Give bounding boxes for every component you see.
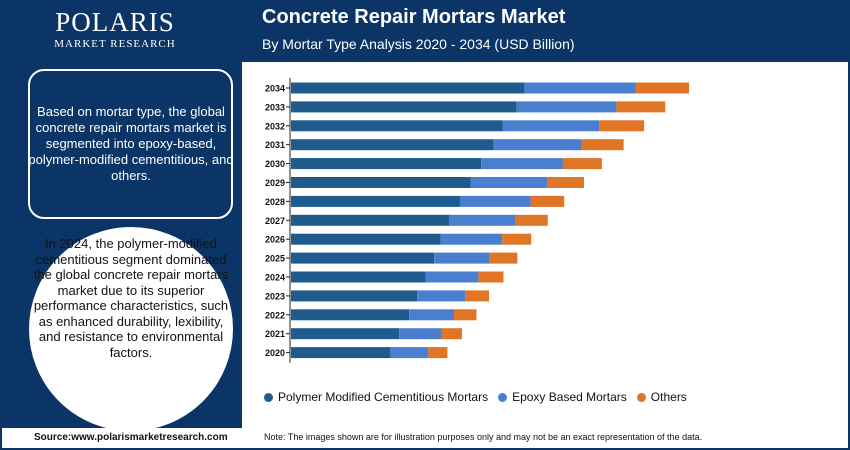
y-tick-label: 2022 — [265, 310, 285, 320]
bar-segment — [291, 309, 410, 321]
bar-segment — [524, 82, 636, 94]
bar-segment — [428, 347, 448, 359]
bar-segment — [291, 101, 517, 113]
legend-item: Epoxy Based Mortars — [498, 390, 627, 404]
bar-segment — [599, 120, 645, 132]
bar-segment — [481, 158, 563, 170]
bar-segment — [478, 271, 504, 283]
y-tick-label: 2027 — [265, 216, 285, 226]
y-tick-label: 2026 — [265, 235, 285, 245]
y-tick-label: 2020 — [265, 348, 285, 358]
y-tick-label: 2030 — [265, 159, 285, 169]
y-tick-label: 2024 — [265, 273, 285, 283]
bar-segment — [515, 214, 548, 226]
bar-segment — [291, 177, 471, 188]
bar-segment — [635, 82, 689, 94]
segment-info-box — [28, 69, 233, 219]
bar-segment — [291, 233, 441, 245]
logo: POLARIS MARKET RESEARCH — [20, 8, 210, 54]
bar-segment — [493, 139, 582, 151]
insight-circle — [25, 223, 237, 435]
bar-segment — [502, 120, 600, 132]
bar-segment — [562, 158, 602, 170]
header-bar — [2, 2, 848, 62]
bar-segment — [291, 82, 525, 94]
bar-segment — [390, 347, 429, 359]
bar-segment — [454, 309, 477, 321]
bar-segment — [291, 195, 460, 207]
legend-swatch — [636, 392, 646, 402]
legend-swatch — [498, 392, 508, 402]
chart-legend: Polymer Modified Cementitious Mortars Epo… — [264, 390, 697, 404]
bar-segment — [434, 252, 490, 264]
logo-main-text: POLARIS — [55, 7, 175, 37]
bar-segment — [291, 139, 494, 151]
source-text: Source:www.polarismarketresearch.com — [34, 432, 228, 443]
bar-segment — [470, 177, 548, 188]
y-tick-label: 2025 — [265, 254, 285, 264]
bar-segment — [465, 290, 489, 302]
bar-segment — [441, 328, 462, 340]
bar-segment — [399, 328, 442, 340]
bar-segment — [547, 177, 585, 188]
y-tick-label: 2023 — [265, 291, 285, 301]
footer-bar — [2, 428, 848, 448]
bar-segment — [530, 195, 565, 207]
bar-segment — [417, 290, 466, 302]
y-tick-label: 2032 — [265, 121, 285, 131]
legend-item: Polymer Modified Cementitious Mortars — [264, 390, 488, 404]
legend-label: Epoxy Based Mortars — [512, 390, 627, 404]
y-tick-label: 2021 — [265, 329, 285, 339]
bar-segment — [440, 233, 503, 245]
y-tick-label: 2034 — [265, 84, 285, 94]
bar-segment — [291, 290, 418, 302]
y-tick-label: 2033 — [265, 102, 285, 112]
y-tick-label: 2029 — [265, 178, 285, 188]
bar-segment — [291, 158, 482, 170]
bar-segment — [502, 233, 532, 245]
chart-title: Concrete Repair Mortars Market — [262, 6, 566, 28]
legend-item: Others — [636, 390, 687, 404]
logo-sub-text: MARKET RESEARCH — [54, 38, 176, 50]
bar-segment — [291, 347, 390, 359]
y-tick-label: 2028 — [265, 197, 285, 207]
bar-segment — [291, 271, 426, 283]
disclaimer-note: Note: The images shown are for illustrat… — [264, 432, 703, 442]
bar-segment — [516, 101, 617, 113]
chart-subtitle: By Mortar Type Analysis 2020 - 2034 (USD… — [262, 36, 575, 52]
legend-label: Others — [650, 390, 687, 404]
bar-segment — [409, 309, 455, 321]
bar-segment — [489, 252, 518, 264]
bar-chart: 2034 2033 2032 2031 2030 2029 2028 2027 2026 2025… — [265, 78, 689, 363]
bar-segment — [291, 120, 503, 132]
bar-segment — [581, 139, 624, 151]
segment-info-text: Based on mortar type, the global concret… — [28, 104, 234, 183]
legend-swatch — [264, 392, 273, 402]
bar-segment — [425, 271, 479, 283]
bar-segment — [291, 328, 400, 340]
insight-text: In 2024, the polymer-modified cementitio… — [33, 236, 229, 360]
bar-segment — [616, 101, 666, 113]
y-tick-label: 2031 — [265, 140, 285, 150]
bar-segment — [291, 214, 450, 226]
bar-segment — [459, 195, 531, 207]
bar-segment — [449, 214, 516, 226]
bar-segment — [291, 252, 435, 264]
legend-label: Polymer Modified Cementitious Mortars — [278, 390, 489, 404]
